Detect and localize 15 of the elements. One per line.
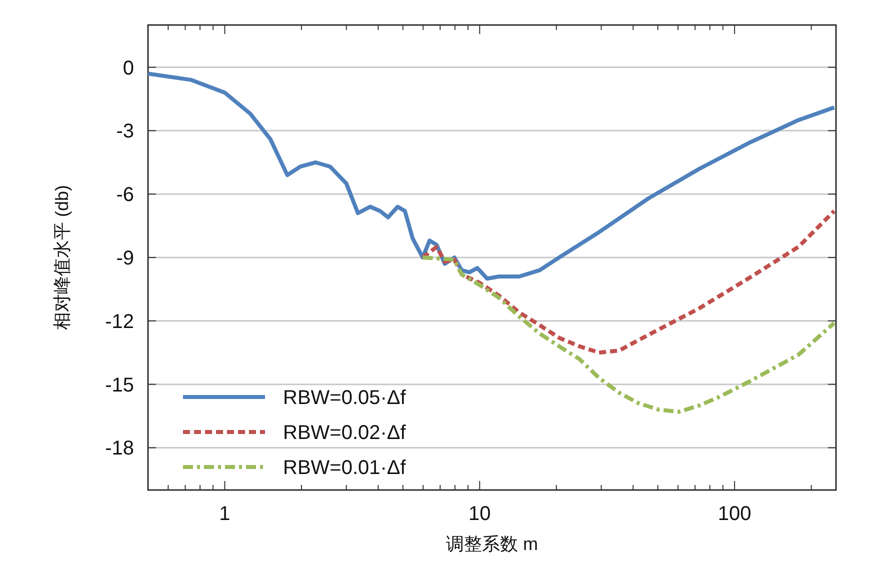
legend-label: RBW=0.02·Δf — [283, 422, 406, 444]
legend-label: RBW=0.05·Δf — [283, 387, 406, 409]
y-tick-label: 0 — [122, 57, 134, 80]
x-axis-title: 调整系数 m — [446, 534, 538, 554]
y-axis-title: 相对峰值水平 (db) — [52, 184, 72, 330]
x-tick-label: 10 — [468, 503, 491, 525]
x-tick-label: 1 — [219, 503, 230, 525]
y-tick-label: -3 — [116, 120, 134, 143]
x-tick-label: 100 — [718, 503, 752, 525]
legend-label: RBW=0.01·Δf — [283, 457, 406, 479]
y-tick-label: -15 — [105, 374, 134, 396]
y-tick-label: -9 — [116, 248, 134, 270]
y-tick-label: -6 — [116, 184, 134, 206]
y-tick-label: -12 — [105, 310, 134, 333]
y-tick-label: -18 — [105, 438, 134, 460]
